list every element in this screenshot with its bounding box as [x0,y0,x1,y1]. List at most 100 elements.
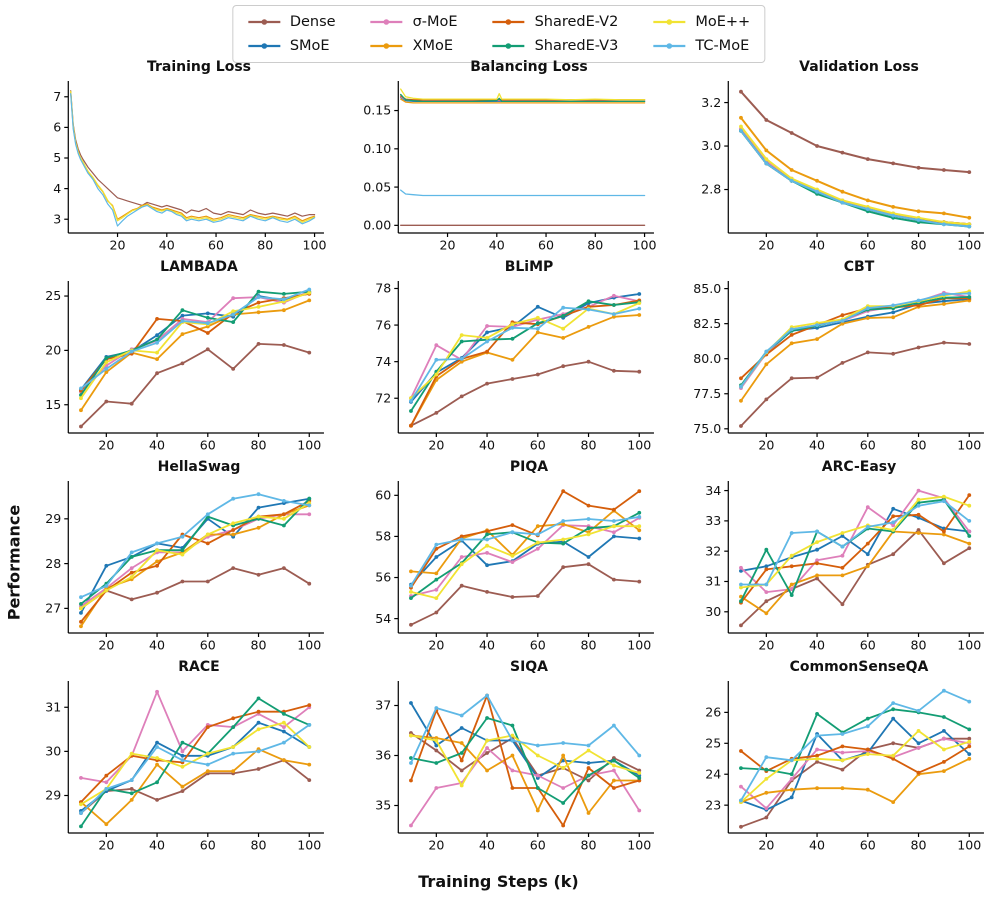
svg-text:100: 100 [957,638,981,653]
svg-text:60: 60 [860,638,876,653]
svg-text:4: 4 [53,181,61,196]
chart-title: HellaSwag [157,459,241,475]
svg-text:20: 20 [758,238,774,253]
svg-text:0.15: 0.15 [363,103,391,118]
svg-text:15: 15 [45,397,61,412]
chart-commonsenseqa: CommonSenseQA 23 24 25 26 20 40 60 80 100 [686,658,990,858]
svg-text:80: 80 [251,638,267,653]
legend-line-marker-icon [492,43,525,49]
svg-text:6: 6 [53,120,61,135]
svg-text:100: 100 [297,438,321,453]
svg-text:100: 100 [297,838,321,853]
svg-text:32: 32 [705,543,721,558]
svg-text:40: 40 [149,438,165,453]
svg-text:80: 80 [911,238,927,253]
svg-text:34: 34 [705,483,721,498]
svg-text:80: 80 [911,638,927,653]
legend-line-marker-icon [370,19,403,25]
legend-label: SharedE-V2 [534,14,619,30]
svg-text:7: 7 [53,89,61,104]
arc-easy-plot-svg: 30 31 32 33 34 20 40 60 80 100 [705,481,984,653]
legend-line-marker-icon [653,43,686,49]
svg-text:60: 60 [530,438,546,453]
svg-text:40: 40 [489,238,505,253]
legend: Dense SMoE σ-MoE XMoE SharedE-V2 SharedE-V3 Mo… [231,5,766,63]
svg-text:80: 80 [587,238,603,253]
chart-validation-loss: Validation Loss 2.8 3.0 3.2 20 40 60 80 100 [686,58,990,258]
svg-text:40: 40 [159,238,175,253]
chart-title: SIQA [509,659,549,675]
svg-text:100: 100 [627,438,651,453]
svg-text:80: 80 [251,438,267,453]
chart-title: CommonSenseQA [789,659,929,675]
legend-label: SMoE [289,38,330,54]
svg-text:20: 20 [45,343,61,358]
legend-item--moe: σ-MoE [370,11,458,33]
svg-text:100: 100 [297,638,321,653]
legend-line-marker-icon [247,43,280,49]
blimp-plot-svg: 72 74 76 78 20 40 60 80 100 [375,281,654,453]
svg-text:35: 35 [375,798,391,813]
legend-item-moe-: MoE++ [652,11,750,33]
svg-text:20: 20 [98,838,114,853]
svg-text:29: 29 [45,788,61,803]
chart-grid: Training Loss 3 4 5 6 7 20 40 60 80 100 Balancing… [26,58,990,858]
chart-race: RACE 29 30 31 20 40 60 80 100 [26,658,330,858]
svg-text:40: 40 [809,238,825,253]
race-plot-svg: 29 30 31 20 40 60 80 100 [45,681,324,853]
chart-cbt: CBT 75.0 77.5 80.0 82.5 85.0 20 40 60 80 100 [686,258,990,458]
svg-text:54: 54 [375,611,391,626]
svg-text:60: 60 [530,838,546,853]
balancing-loss-plot-svg: 0.00 0.05 0.10 0.15 20 40 60 80 100 [363,81,657,253]
svg-text:40: 40 [479,638,495,653]
chart-title: Validation Loss [799,59,919,75]
legend-label: SharedE-V3 [534,38,619,54]
svg-text:75.0: 75.0 [693,421,721,436]
chart-siqa: SIQA 35 36 37 20 40 60 80 100 [356,658,660,858]
svg-text:40: 40 [149,638,165,653]
lambada-plot-svg: 15 20 25 20 40 60 80 100 [45,281,324,453]
svg-text:40: 40 [809,438,825,453]
svg-text:20: 20 [758,438,774,453]
svg-text:100: 100 [957,438,981,453]
svg-text:100: 100 [957,238,981,253]
svg-text:60: 60 [860,238,876,253]
legend-item-smoe: SMoE [247,35,336,57]
svg-text:80: 80 [581,838,597,853]
svg-text:0.05: 0.05 [363,179,391,194]
chart-title: CBT [843,259,875,275]
chart-title: Training Loss [147,59,251,75]
svg-text:40: 40 [809,838,825,853]
svg-text:0.10: 0.10 [363,141,391,156]
svg-text:40: 40 [479,838,495,853]
legend-item-sharede-v2: SharedE-V2 [492,11,619,33]
svg-text:100: 100 [303,238,327,253]
chart-balancing-loss: Balancing Loss 0.00 0.05 0.10 0.15 20 40 60 80 1… [356,58,660,258]
svg-text:31: 31 [705,574,721,589]
svg-text:3.0: 3.0 [701,138,721,153]
svg-text:60: 60 [860,438,876,453]
legend-label: TC-MoE [695,38,750,54]
chart-title: PIQA [509,459,549,475]
svg-text:26: 26 [705,705,721,720]
hellaswag-plot-svg: 27 28 29 20 40 60 80 100 [45,481,324,653]
svg-text:36: 36 [375,748,391,763]
chart-arc-easy: ARC-Easy 30 31 32 33 34 20 40 60 80 100 [686,458,990,658]
svg-text:2.8: 2.8 [701,182,721,197]
svg-text:30: 30 [705,604,721,619]
svg-text:25: 25 [705,736,721,751]
validation-loss-plot-svg: 2.8 3.0 3.2 20 40 60 80 100 [701,81,984,253]
svg-text:37: 37 [375,698,391,713]
svg-text:56: 56 [375,570,391,585]
svg-text:40: 40 [149,838,165,853]
svg-text:20: 20 [758,838,774,853]
svg-text:60: 60 [200,638,216,653]
chart-blimp: BLiMP 72 74 76 78 20 40 60 80 100 [356,258,660,458]
svg-text:20: 20 [98,438,114,453]
svg-text:23: 23 [705,797,721,812]
piqa-plot-svg: 54 56 58 60 20 40 60 80 100 [375,481,654,653]
legend-line-marker-icon [492,19,525,25]
svg-text:82.5: 82.5 [693,316,721,331]
svg-text:30: 30 [45,744,61,759]
svg-text:80: 80 [581,638,597,653]
